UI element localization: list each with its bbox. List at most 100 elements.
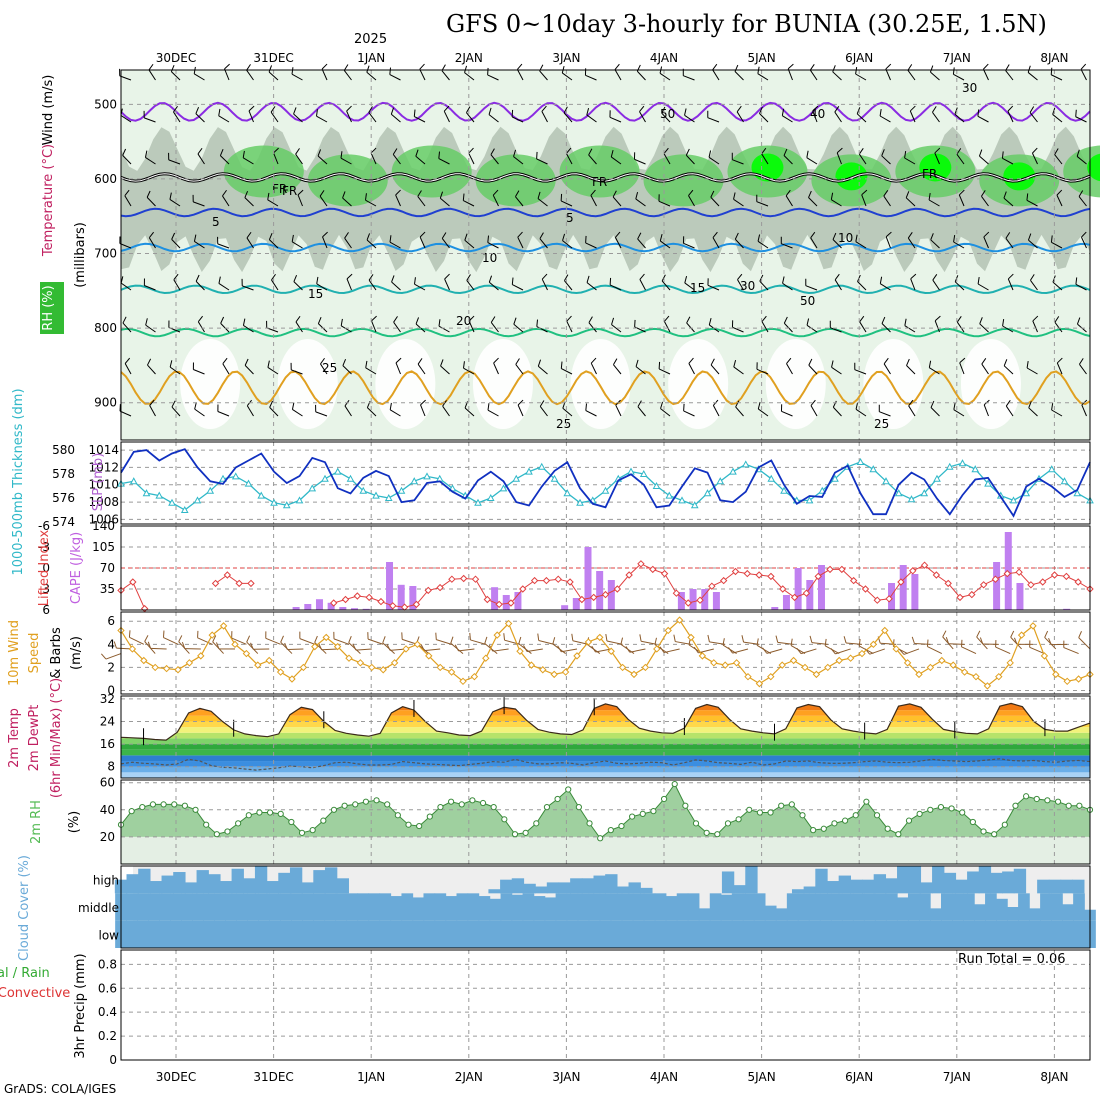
contour-label: 10	[482, 251, 497, 265]
wind-barb	[712, 405, 720, 417]
wind-barb	[688, 357, 694, 364]
wind-barb	[910, 278, 916, 291]
thickness-point	[384, 493, 393, 501]
wind-barb	[590, 362, 597, 375]
cloud-cell	[863, 893, 876, 921]
wind-barb	[195, 274, 200, 282]
wind-speed-point	[710, 659, 718, 667]
cape-bar	[794, 568, 802, 610]
wind-barb	[515, 364, 524, 375]
wind-barb	[444, 273, 450, 280]
rh-point	[820, 825, 827, 832]
wind-barb	[458, 648, 475, 652]
wind-speed-point	[618, 663, 627, 672]
wind-barb	[197, 315, 204, 323]
wind-barb	[910, 273, 917, 280]
temp-band	[121, 772, 1090, 778]
wind-speed-point	[641, 663, 650, 672]
wind-barb	[905, 197, 916, 207]
wind-barb	[1052, 107, 1056, 115]
wind-barb	[1027, 72, 1038, 81]
thickness-point	[372, 491, 380, 499]
wind-barb	[707, 117, 720, 123]
wind-barb	[439, 191, 444, 199]
wind-barb	[635, 359, 639, 367]
wind-barb	[149, 399, 155, 406]
wind-barb	[340, 157, 352, 165]
wind-barb	[684, 282, 695, 291]
wind-barb	[629, 648, 646, 653]
rh-point	[788, 801, 795, 808]
wind-barb	[417, 363, 426, 375]
wind-tick-label: 6	[107, 614, 115, 628]
wind-barb	[317, 317, 322, 324]
cloud-cell	[830, 893, 843, 921]
wind-barb	[880, 283, 891, 291]
wind-barb	[673, 634, 676, 642]
wind-barb	[246, 231, 252, 239]
wind-barb	[120, 282, 132, 291]
wind-barb	[488, 275, 493, 283]
wind-barb	[958, 194, 965, 207]
wind-barb	[733, 198, 744, 207]
wind-barb	[271, 273, 276, 281]
wind-barb	[541, 111, 548, 123]
wind-barb	[193, 369, 205, 375]
wind-barb	[808, 358, 813, 366]
thickness-point	[1047, 465, 1056, 473]
li-point	[377, 597, 385, 606]
cloud-cell	[599, 893, 612, 921]
thickness-point	[257, 491, 266, 499]
wind-barb	[979, 317, 983, 325]
cloud-cell	[192, 893, 204, 921]
slp-tick-label: 1014	[88, 443, 119, 457]
rh-point	[437, 803, 444, 811]
wind-barb	[625, 646, 631, 653]
wind-barb	[145, 157, 156, 165]
wind-barb	[492, 194, 499, 207]
li-point	[1074, 578, 1082, 586]
wind-barb	[566, 320, 573, 333]
wind-barb	[316, 276, 319, 284]
wind-barb	[1050, 67, 1053, 75]
cloud-cell	[819, 920, 832, 948]
ylabel-thickness: 1000-500mb Thickness (dm)	[11, 388, 26, 575]
rh-point	[597, 835, 604, 842]
cloud-cell	[126, 893, 138, 921]
wind-barb	[734, 71, 744, 81]
li-point	[956, 593, 964, 602]
wind-barb	[1029, 112, 1038, 123]
wind-barb	[244, 358, 249, 366]
wind-barb	[557, 645, 562, 652]
wind-barb	[100, 653, 107, 660]
wind-barb	[1050, 74, 1063, 81]
thickness-point	[741, 460, 750, 468]
wind-barb	[342, 359, 347, 366]
wind-barb	[781, 108, 785, 116]
thickness-point	[576, 498, 584, 506]
cloud-cell	[643, 920, 656, 948]
wind-barb	[197, 321, 205, 333]
wind-barb	[368, 112, 377, 123]
cloud-cell	[137, 920, 149, 948]
wind-barb	[708, 318, 712, 326]
li-point	[672, 589, 681, 597]
wind-barb	[322, 231, 328, 238]
thickness-point	[231, 472, 240, 480]
wind-barb	[688, 189, 694, 196]
cloud-cell	[489, 898, 502, 921]
thickness-point	[308, 484, 317, 492]
wind-barb	[736, 105, 742, 113]
thickness-point	[1073, 489, 1082, 497]
cape-bar	[607, 580, 615, 610]
li-point	[436, 583, 444, 592]
rh-shade-brightgreen	[1003, 162, 1036, 191]
wind-barb	[450, 636, 454, 644]
wind-barb	[572, 640, 589, 645]
wind-barb	[586, 114, 597, 123]
thickness-point	[665, 491, 674, 499]
wind-speed-point	[607, 647, 615, 655]
wind-barb	[663, 147, 669, 154]
wind-barb	[536, 319, 539, 327]
wind-barb	[952, 67, 955, 75]
